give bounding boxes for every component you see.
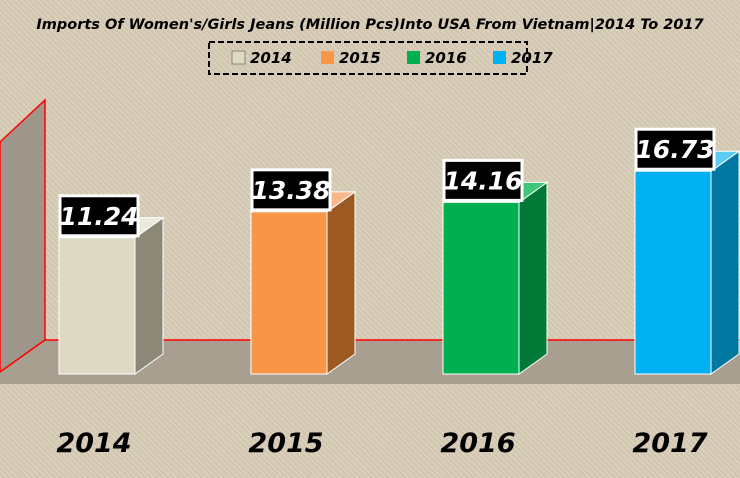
category-label-2016: 2016 <box>440 428 515 459</box>
bar-2017 <box>634 170 712 375</box>
value-label-2014: 11.24 <box>59 202 138 231</box>
chart-title: Imports Of Women's/Girls Jeans (Million … <box>36 17 704 33</box>
legend-swatch-2015 <box>321 51 334 64</box>
value-label-2015: 13.38 <box>251 176 330 205</box>
legend-swatch-2017 <box>493 51 506 64</box>
legend-label-2016: 2016 <box>425 49 467 67</box>
bar-2015 <box>250 211 328 375</box>
legend-swatch-2016 <box>407 51 420 64</box>
bar-side-2016 <box>518 181 548 375</box>
chart-floor <box>0 98 740 384</box>
bar-2014 <box>58 237 136 375</box>
legend-swatch-2014 <box>231 50 246 65</box>
legend-label-2015: 2015 <box>339 49 381 67</box>
value-labels-group: 11.24 13.38 14.16 16.73 <box>58 127 716 238</box>
back-wall <box>0 98 46 373</box>
legend-label-2017: 2017 <box>511 49 553 67</box>
category-label-2014: 2014 <box>56 428 131 459</box>
bar-side-2015 <box>326 190 356 375</box>
value-label-box-2015 <box>250 168 332 212</box>
legend-border <box>208 41 528 75</box>
value-label-box-2017 <box>634 127 716 171</box>
legend-label-2014: 2014 <box>250 49 292 67</box>
bar-side-2017 <box>710 150 740 375</box>
category-label-2015: 2015 <box>248 428 323 459</box>
bar-side-2014 <box>134 216 164 375</box>
value-label-2016: 14.16 <box>443 166 522 195</box>
category-labels-group: 2014 2015 2016 2017 <box>56 428 707 459</box>
floor-surface <box>0 340 740 384</box>
legend: 2014 2015 2016 2017 <box>208 41 553 75</box>
value-label-2017: 16.73 <box>635 135 714 164</box>
bar-2016 <box>442 201 520 375</box>
value-label-box-2016 <box>442 158 524 202</box>
value-label-box-2014 <box>58 194 140 238</box>
category-label-2017: 2017 <box>632 428 707 459</box>
